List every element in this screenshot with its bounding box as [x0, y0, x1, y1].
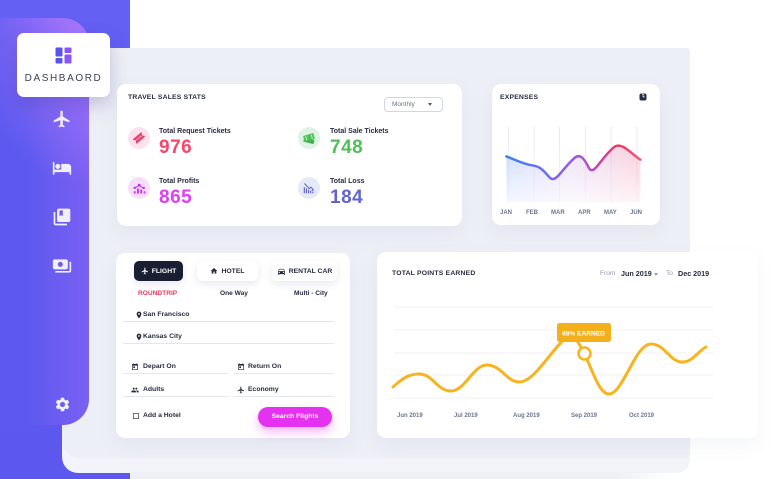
svg-text:68% EARNED: 68% EARNED [562, 331, 605, 338]
